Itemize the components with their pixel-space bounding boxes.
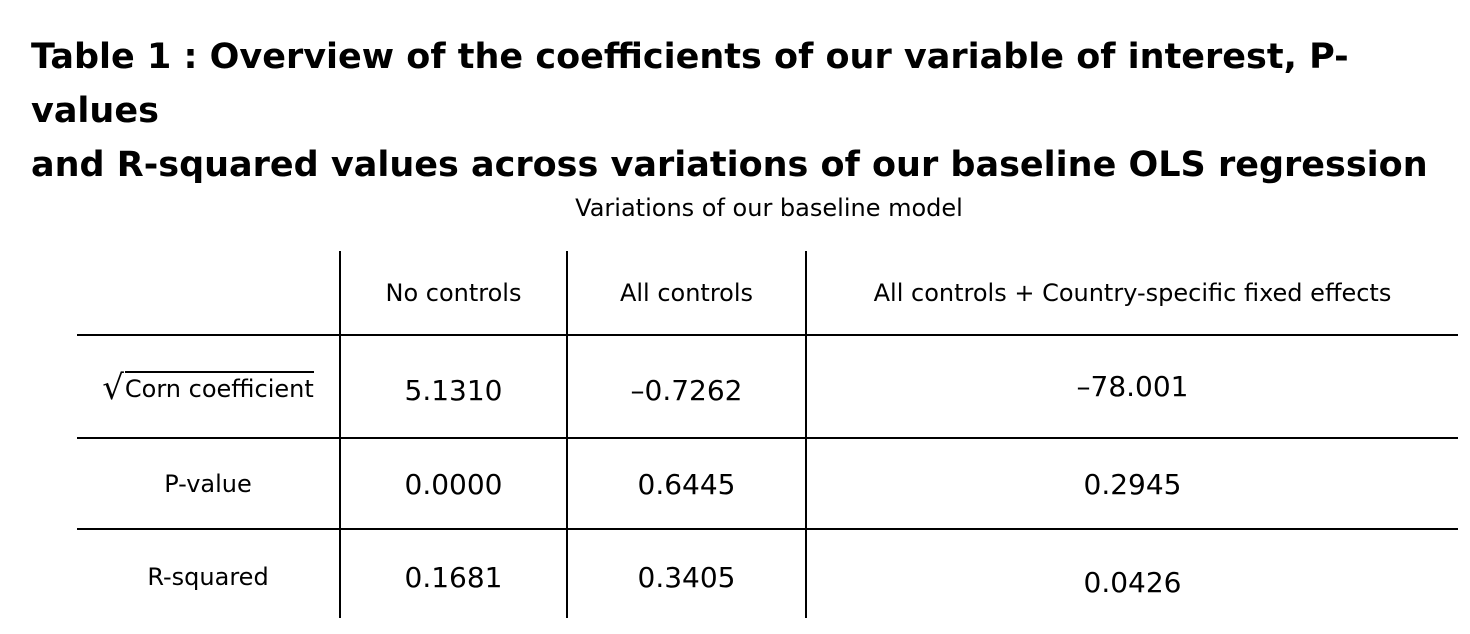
column-divider xyxy=(805,251,807,618)
table-cell: 0.1681 xyxy=(404,560,503,594)
table-cell: 0.0426 xyxy=(1083,565,1182,599)
table-title-line1: Table 1 : Overview of the coefficients o… xyxy=(31,37,1349,131)
row-label-p-value: P-value xyxy=(164,469,252,498)
column-divider xyxy=(339,251,341,618)
table-cell: –78.001 xyxy=(1076,369,1189,403)
row-label-text: Corn coefficient xyxy=(124,370,314,403)
row-label-corn-coefficient: √ Corn coefficient xyxy=(77,336,339,437)
column-header-all-controls: All controls xyxy=(619,279,754,307)
table-caption: Variations of our baseline model xyxy=(575,194,963,222)
column-divider xyxy=(566,251,568,618)
table-cell: 0.3405 xyxy=(637,560,736,594)
column-header-no-controls: No controls xyxy=(385,279,522,307)
square-root-symbol: √ xyxy=(102,367,124,408)
table-cell: 0.6445 xyxy=(637,468,736,501)
table-cell: –0.7262 xyxy=(630,373,743,407)
column-header-fixed-effects: All controls + Country-specific fixed ef… xyxy=(873,279,1392,307)
table-cell: 5.1310 xyxy=(404,373,503,407)
row-divider xyxy=(77,528,1458,530)
table-title: Table 1 : Overview of the coefficients o… xyxy=(31,30,1451,192)
row-label-r-squared: R-squared xyxy=(147,563,269,591)
table-cell: 0.2945 xyxy=(1083,468,1182,501)
row-divider xyxy=(77,334,1458,336)
table-title-line2: and R-squared values across variations o… xyxy=(31,145,1428,185)
row-divider xyxy=(77,437,1458,439)
table-cell: 0.0000 xyxy=(404,468,503,501)
